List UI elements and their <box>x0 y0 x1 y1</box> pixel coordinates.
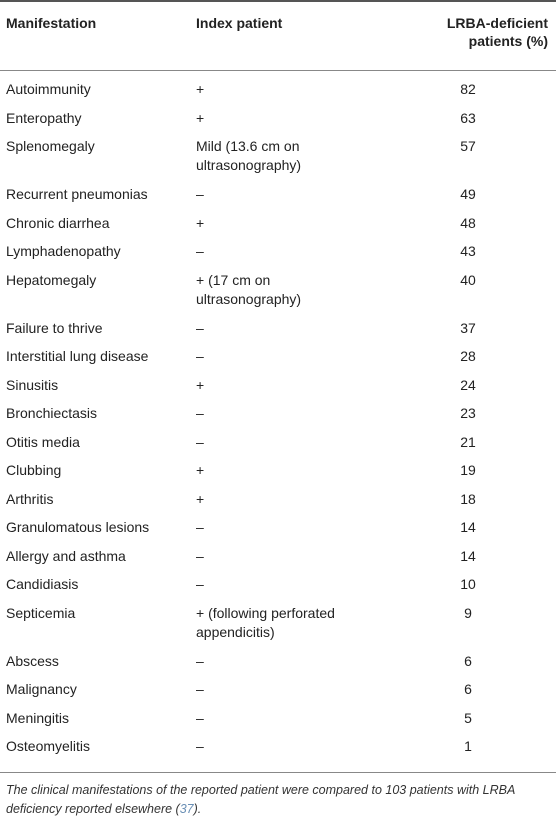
footnote-citation[interactable]: 37 <box>179 802 194 816</box>
cell-percent: 63 <box>460 109 476 126</box>
cell-manifestation: Otitis media <box>6 433 80 450</box>
cell-manifestation: Septicemia <box>6 604 76 621</box>
header-index-patient: Index patient <box>196 15 283 31</box>
cell-index-patient: + <box>196 490 205 507</box>
cell-percent: 6 <box>464 652 472 669</box>
cell-percent: 57 <box>460 138 476 154</box>
cell-manifestation: Chronic diarrhea <box>6 214 110 231</box>
header-manifestation: Manifestation <box>6 15 97 31</box>
cell-manifestation: Bronchiectasis <box>6 405 98 421</box>
cell-index-patient: – <box>196 405 204 421</box>
cell-manifestation: Candidiasis <box>6 576 79 592</box>
cell-index-patient: – <box>196 243 204 259</box>
cell-percent: 9 <box>464 604 472 621</box>
cell-percent: 48 <box>460 214 476 231</box>
cell-percent: 1 <box>464 738 472 754</box>
cell-percent: 40 <box>460 271 476 288</box>
cell-index-patient: + <box>196 81 205 97</box>
cell-index-patient: – <box>196 319 204 336</box>
cell-manifestation: Clubbing <box>6 462 62 478</box>
cell-manifestation: Osteomyelitis <box>6 738 91 754</box>
cell-manifestation: Failure to thrive <box>6 319 103 336</box>
cell-percent: 28 <box>460 348 476 364</box>
cell-percent: 49 <box>460 186 476 202</box>
cell-index-patient: – <box>196 652 204 669</box>
cell-manifestation: Sinusitis <box>6 376 59 393</box>
cell-manifestation: Autoimmunity <box>6 81 91 97</box>
cell-percent: 10 <box>460 576 476 592</box>
cell-index-patient: Mild (13.6 cm on ultrasonography) <box>196 138 302 173</box>
cell-index-patient: – <box>196 576 204 592</box>
footnote-text: The clinical manifestations of the repor… <box>6 783 515 816</box>
cell-index-patient: – <box>196 547 204 564</box>
cell-manifestation: Abscess <box>6 652 59 669</box>
cell-percent: 21 <box>460 433 476 450</box>
header-rule <box>0 70 556 71</box>
cell-percent: 6 <box>464 681 472 697</box>
cell-index-patient: + (following perforated appendicitis) <box>196 604 335 640</box>
cell-index-patient: + (17 cm on ultrasonography) <box>196 271 302 307</box>
cell-percent: 14 <box>460 547 476 564</box>
cell-manifestation: Hepatomegaly <box>6 271 97 288</box>
cell-percent: 37 <box>460 319 476 336</box>
cell-percent: 18 <box>460 490 476 507</box>
cell-index-patient: – <box>196 433 204 450</box>
footnote-end: ). <box>193 802 202 816</box>
cell-manifestation: Splenomegaly <box>6 138 95 154</box>
table-footnote: The clinical manifestations of the repor… <box>6 781 554 819</box>
cell-index-patient: + <box>196 462 205 478</box>
header-lrba-line2: patients (%) <box>468 33 548 49</box>
header-lrba-line1: LRBA-deficient <box>446 15 548 31</box>
cell-manifestation: Granulomatous lesions <box>6 519 150 535</box>
header-lrba-deficient: LRBA-deficient patients (%) <box>378 14 548 50</box>
table-bottom-rule <box>0 772 556 773</box>
cell-index-patient: + <box>196 109 205 126</box>
cell-index-patient: + <box>196 214 205 231</box>
table-top-rule <box>0 0 556 2</box>
cell-percent: 5 <box>464 709 472 726</box>
cell-index-patient: – <box>196 348 204 364</box>
cell-manifestation: Malignancy <box>6 681 77 697</box>
cell-manifestation: Lymphadenopathy <box>6 243 121 259</box>
cell-manifestation: Arthritis <box>6 490 54 507</box>
cell-percent: 14 <box>460 519 476 535</box>
cell-manifestation: Recurrent pneumonias <box>6 186 148 202</box>
cell-percent: 23 <box>460 405 476 421</box>
cell-index-patient: – <box>196 709 204 726</box>
cell-index-patient: – <box>196 738 204 754</box>
cell-manifestation: Enteropathy <box>6 109 82 126</box>
cell-percent: 43 <box>460 243 476 259</box>
cell-index-patient: + <box>196 376 205 393</box>
cell-manifestation: Interstitial lung disease <box>6 348 149 364</box>
cell-index-patient: – <box>196 519 204 535</box>
cell-manifestation: Meningitis <box>6 709 70 726</box>
cell-manifestation: Allergy and asthma <box>6 547 126 564</box>
cell-percent: 82 <box>460 81 476 97</box>
cell-percent: 24 <box>460 376 476 393</box>
cell-index-patient: – <box>196 681 204 697</box>
cell-percent: 19 <box>460 462 476 478</box>
cell-index-patient: – <box>196 186 204 202</box>
